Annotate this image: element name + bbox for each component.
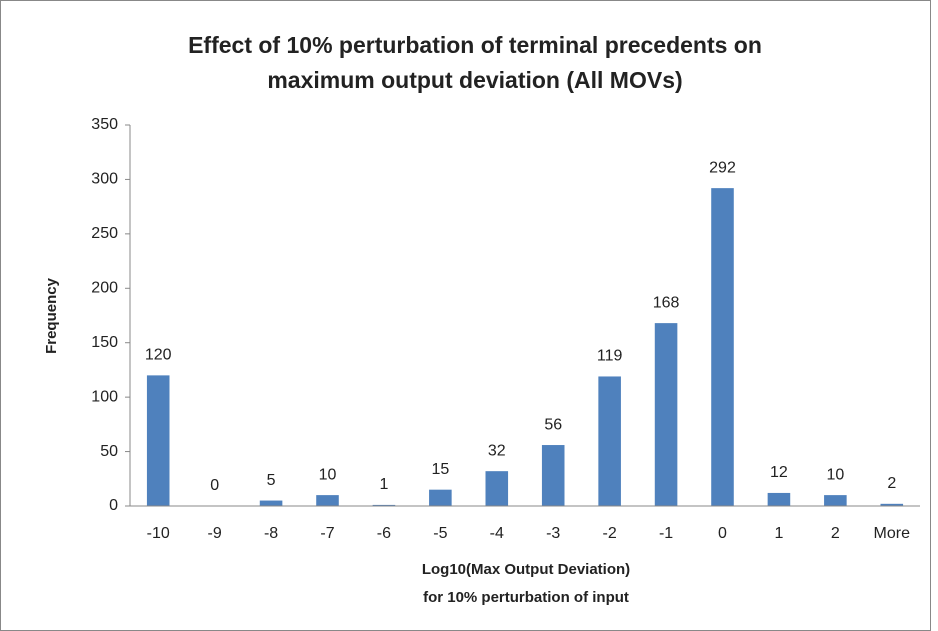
data-label: 10 [319,466,337,483]
bar [598,376,621,506]
data-label: 10 [826,466,844,483]
y-axis-title: Frequency [43,277,60,354]
y-tick-label: 300 [91,171,118,188]
x-tick-label: -3 [546,525,560,542]
y-tick-label: 200 [91,280,118,297]
y-tick-label: 0 [109,497,118,514]
x-tick-label: -8 [264,525,278,542]
y-tick-label: 350 [91,116,118,133]
bar [146,375,170,506]
x-axis-title: for 10% perturbation of input [423,589,629,606]
bar [824,495,847,506]
data-label: 56 [544,416,562,433]
x-tick-label: -10 [147,525,170,542]
x-tick-label: -9 [208,525,222,542]
bar [372,504,396,506]
x-tick-label: 1 [774,525,783,542]
x-tick-label: -6 [377,525,391,542]
bar [316,495,339,506]
x-tick-label: -7 [320,525,334,542]
x-tick-label: -2 [603,525,617,542]
x-tick-label: -4 [490,525,504,542]
x-tick-label: -1 [659,525,673,542]
data-label: 15 [431,461,449,478]
bar [880,503,904,506]
bar [485,471,509,506]
data-label: 0 [210,477,219,494]
x-tick-label: 2 [831,525,840,542]
data-label: 12 [770,464,788,481]
chart-title: maximum output deviation (All MOVs) [267,67,682,93]
data-label: 120 [145,347,172,364]
data-label: 1 [379,476,388,493]
bar [259,500,283,506]
y-tick-label: 250 [91,225,118,242]
y-tick-label: 100 [91,388,118,405]
x-tick-label: 0 [718,525,727,542]
y-tick-label: 50 [100,443,118,460]
data-label: 32 [488,442,506,459]
bar [711,188,734,506]
data-label: 168 [653,294,680,311]
bar [654,323,678,506]
bar [429,489,452,506]
y-tick-label: 150 [91,334,118,351]
data-label: 2 [887,475,896,492]
bar [767,492,791,506]
data-label: 119 [597,348,623,365]
data-label: 5 [267,472,276,489]
x-tick-label: More [874,525,911,542]
data-label: 292 [709,159,736,176]
x-axis-title: Log10(Max Output Deviation) [422,561,630,578]
x-tick-label: -5 [433,525,447,542]
bar [541,445,565,506]
chart-title: Effect of 10% perturbation of terminal p… [188,32,762,58]
